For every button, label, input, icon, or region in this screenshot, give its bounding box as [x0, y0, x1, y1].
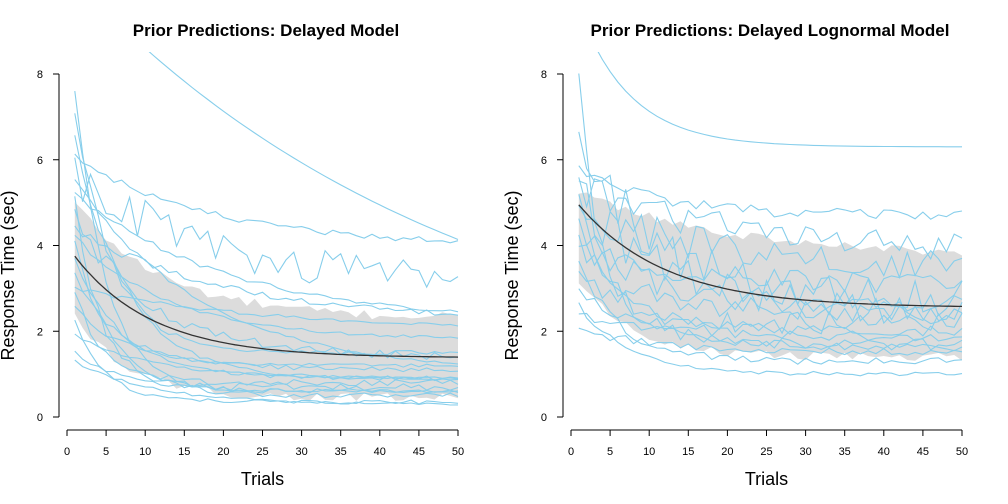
y-tick-label: 4: [37, 241, 43, 253]
sample-line-14: [578, 288, 963, 352]
chart-title: Prior Predictions: Delayed Model: [133, 21, 399, 40]
y-axis: 0 2 4 6 8: [541, 69, 564, 424]
x-tick-label: 5: [607, 446, 613, 458]
x-tick-label: 15: [682, 446, 694, 458]
credible-band: [74, 202, 459, 401]
sample-line-4: [578, 165, 963, 220]
sample-line-21: [74, 350, 459, 394]
sample-line-10: [578, 234, 963, 337]
x-axis-title: Trials: [241, 469, 284, 489]
sample-line-6: [578, 180, 963, 325]
sample-line-18: [74, 305, 459, 373]
sample-line-1: [148, 52, 459, 241]
sample-line-1: [597, 52, 962, 148]
sample-line-13: [74, 240, 459, 399]
sample-line-15: [74, 272, 459, 368]
y-tick-label: 4: [541, 241, 547, 253]
x-tick-label: 35: [335, 446, 347, 458]
x-tick-label: 30: [799, 446, 811, 458]
x-tick-label: 45: [413, 446, 425, 458]
x-tick-label: 0: [64, 446, 70, 458]
sample-line-7: [74, 179, 459, 365]
sample-line-9: [74, 196, 459, 391]
sample-line-20: [74, 333, 459, 380]
y-tick-label: 2: [37, 326, 43, 338]
x-tick-label: 20: [217, 446, 229, 458]
sample-line-16: [578, 312, 963, 342]
sample-line-19: [74, 319, 459, 405]
sample-line-2: [578, 73, 963, 335]
x-axis: 0 5 10 15 20 25 30 35 40 45 50: [568, 429, 968, 458]
y-tick-label: 0: [37, 412, 43, 424]
x-axis-title: Trials: [745, 469, 788, 489]
y-tick-label: 0: [541, 412, 547, 424]
sample-line-16: [74, 286, 459, 327]
y-tick-label: 8: [37, 69, 43, 81]
sample-line-13: [578, 271, 963, 323]
x-axis: 0 5 10 15 20 25 30 35 40 45 50: [64, 429, 464, 458]
x-tick-label: 0: [568, 446, 574, 458]
sample-line-11: [578, 244, 963, 294]
sample-line-11: [74, 225, 459, 316]
x-tick-label: 30: [295, 446, 307, 458]
panel-delayed-model: 0 2 4 6 8 0 5 10 15 20 25 30 35 40 45 50 Prior Predictio…: [0, 21, 464, 489]
sample-line-7: [578, 194, 963, 351]
sample-line-8: [578, 205, 963, 280]
sample-line-22: [74, 359, 459, 406]
mean-curve: [578, 204, 962, 308]
y-tick-label: 6: [541, 155, 547, 167]
sample-line-17: [74, 292, 459, 387]
sample-line-2: [74, 91, 459, 394]
y-tick-label: 8: [541, 69, 547, 81]
sample-line-12: [74, 234, 459, 339]
x-tick-label: 15: [178, 446, 190, 458]
mean-curve: [74, 255, 459, 358]
plot-area: [578, 52, 963, 377]
x-tick-label: 40: [374, 446, 386, 458]
y-axis: 0 2 4 6 8: [37, 69, 60, 424]
x-tick-label: 10: [643, 446, 655, 458]
x-tick-label: 35: [839, 446, 851, 458]
y-tick-label: 2: [541, 326, 547, 338]
sample-line-6: [74, 157, 459, 289]
panel-delayed-lognormal-model: 0 2 4 6 8 0 5 10 15 20 25 30 35 40 45 50 Prior Predictio…: [502, 21, 968, 489]
x-tick-label: 50: [452, 446, 464, 458]
x-tick-label: 25: [760, 446, 772, 458]
sample-line-10: [74, 209, 459, 360]
y-tick-label: 6: [37, 155, 43, 167]
sample-line-5: [74, 153, 459, 244]
x-tick-label: 50: [956, 446, 968, 458]
y-axis-title: Response Time (sec): [502, 190, 522, 360]
sample-line-17: [578, 327, 963, 356]
x-tick-label: 25: [256, 446, 268, 458]
x-tick-label: 20: [721, 446, 733, 458]
x-tick-label: 45: [917, 446, 929, 458]
sample-line-3: [74, 113, 459, 356]
sample-line-15: [578, 302, 963, 377]
x-tick-label: 5: [103, 446, 109, 458]
chart-title: Prior Predictions: Delayed Lognormal Mod…: [591, 21, 950, 40]
sample-line-8: [74, 192, 459, 313]
plot-area: [74, 52, 459, 406]
x-tick-label: 10: [139, 446, 151, 458]
sample-line-5: [578, 177, 963, 261]
x-tick-label: 40: [878, 446, 890, 458]
sample-line-12: [578, 260, 963, 365]
y-axis-title: Response Time (sec): [0, 190, 18, 360]
